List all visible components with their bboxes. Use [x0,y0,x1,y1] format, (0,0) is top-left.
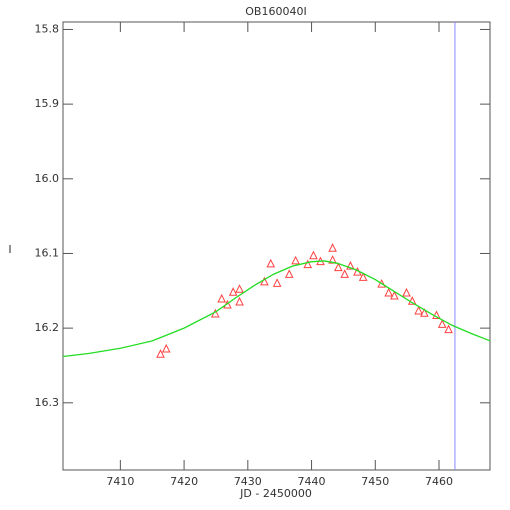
y-tick-label: 16.2 [35,321,60,334]
data-point [437,319,447,328]
data-point [358,272,368,281]
data-point [346,261,355,270]
data-point [420,308,429,317]
data-point [444,324,453,334]
x-tick-label: 7440 [298,475,326,488]
data-point [390,290,399,300]
y-tick-label: 15.9 [35,97,60,110]
plot-frame [62,21,491,471]
data-point [377,278,386,288]
y-tick-label: 15.8 [35,22,60,35]
data-point [291,255,300,265]
y-tick-label: 16.1 [35,246,60,259]
chart-title: OB160040I [245,5,306,18]
y-axis-label: I [8,243,11,256]
data-point [156,349,165,358]
data-point [303,259,313,269]
data-point [309,250,318,260]
data-point [235,284,244,293]
data-point [328,255,337,264]
data-point [235,296,244,306]
fit-line [62,260,491,358]
data-point [407,296,417,305]
data-point [414,305,423,315]
data-point [272,278,282,287]
y-tick-label: 16.0 [35,172,60,185]
data-point [334,262,343,272]
data-point [402,287,411,297]
x-tick-label: 7460 [425,475,453,488]
x-tick-label: 7430 [234,475,262,488]
data-point [161,343,171,353]
data-point [217,293,227,303]
data-point [284,269,294,278]
x-tick-label: 7450 [361,475,389,488]
data-point [228,287,238,296]
data-point [328,243,337,252]
data-point [384,287,393,297]
x-tick-label: 7420 [170,475,198,488]
x-axis-label: JD - 2450000 [239,487,312,500]
data-point [340,269,350,278]
data-point [432,310,441,319]
y-tick-label: 16.3 [35,396,60,409]
x-tick-label: 7410 [106,475,134,488]
data-point [266,258,276,268]
